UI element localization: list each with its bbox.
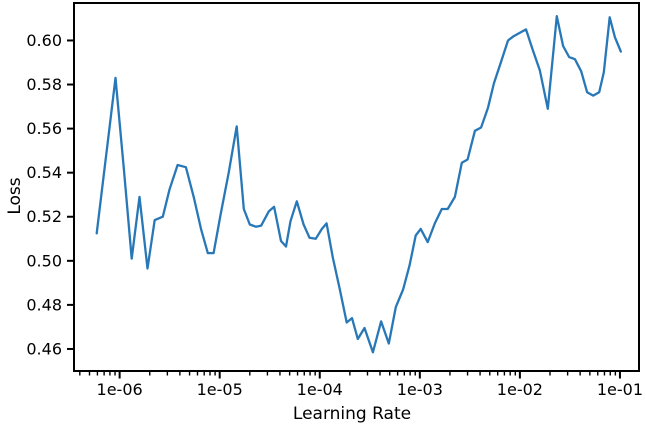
y-tick-label: 0.52 [26,207,62,226]
x-tick-label: 1e-04 [297,380,343,399]
x-axis-label: Learning Rate [293,404,411,424]
y-tick-label: 0.46 [26,339,62,358]
y-tick-label: 0.60 [26,31,62,50]
x-tick-label: 1e-06 [97,380,143,399]
y-tick-label: 0.50 [26,251,62,270]
y-tick-label: 0.56 [26,119,62,138]
loss-curve [95,15,622,354]
plot-frame [73,2,640,372]
y-tick-label: 0.48 [26,295,62,314]
y-tick-label: 0.54 [26,163,62,182]
x-tick-label: 1e-01 [597,380,643,399]
x-tick-label: 1e-03 [397,380,443,399]
y-tick-label: 0.58 [26,75,62,94]
y-axis-label: Loss [5,177,25,214]
x-tick-label: 1e-05 [197,380,243,399]
x-tick-label: 1e-02 [497,380,543,399]
